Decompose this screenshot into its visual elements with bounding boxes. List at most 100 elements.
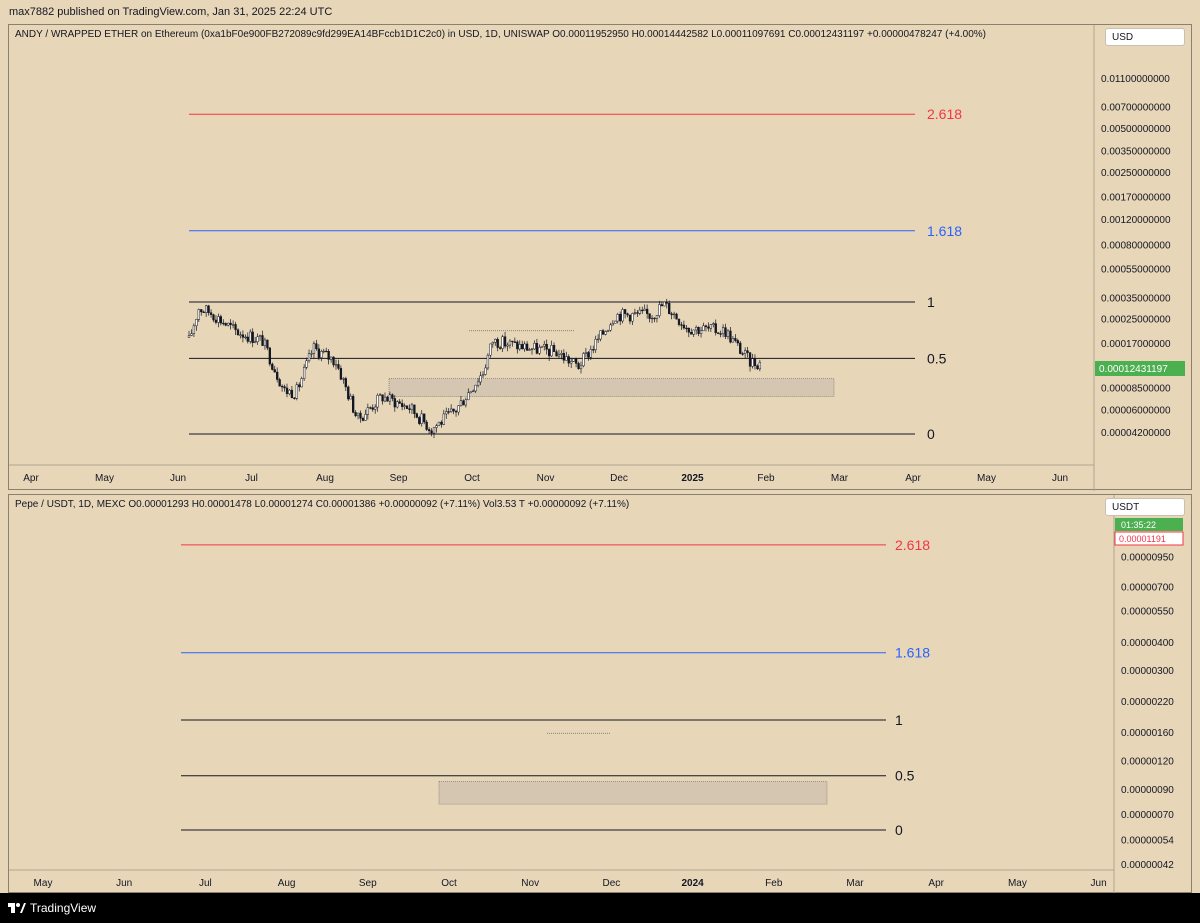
candle-body bbox=[582, 353, 585, 367]
candle-body bbox=[307, 353, 311, 362]
y-tick-label: 0.00017000000 bbox=[1101, 339, 1171, 350]
candle-body bbox=[704, 325, 708, 328]
candle-body bbox=[462, 400, 465, 406]
candle-body bbox=[371, 407, 374, 410]
candle-body bbox=[550, 345, 553, 357]
candle-body bbox=[721, 327, 725, 334]
candle-body bbox=[631, 313, 634, 322]
candle-body bbox=[205, 305, 208, 313]
y-tick-label: 0.00000120 bbox=[1121, 757, 1174, 768]
y-tick-label: 0.01100000000 bbox=[1101, 74, 1170, 85]
candle-body bbox=[354, 412, 357, 417]
candle-body bbox=[315, 343, 318, 350]
candle-body bbox=[239, 334, 242, 336]
y-tick-label: 0.00000220 bbox=[1121, 697, 1174, 708]
candle-body bbox=[327, 350, 330, 360]
fib-level-label: 0 bbox=[927, 426, 935, 442]
y-tick-label: 0.00250000000 bbox=[1101, 168, 1171, 179]
candle-body bbox=[459, 400, 463, 406]
candle-body bbox=[484, 367, 487, 375]
candle-body bbox=[423, 413, 426, 423]
candle-body bbox=[391, 394, 394, 399]
candle-body bbox=[476, 381, 480, 386]
candle-body bbox=[506, 344, 509, 347]
candle-body bbox=[597, 338, 600, 341]
candle-body bbox=[604, 331, 607, 335]
candle-body bbox=[516, 341, 519, 350]
andy-chart-panel[interactable]: 2.618 1.618 1 0.5 0 0.01100000000 0.007000000… bbox=[8, 24, 1193, 491]
candle-body bbox=[672, 313, 676, 316]
candle-body bbox=[746, 350, 749, 353]
candle-body bbox=[486, 354, 490, 369]
candle-body bbox=[224, 323, 227, 326]
candle-body bbox=[572, 358, 575, 362]
candle-body bbox=[707, 326, 710, 329]
candle-body bbox=[616, 314, 619, 322]
candle-body bbox=[261, 335, 264, 346]
candle-body bbox=[229, 322, 232, 325]
candle-body bbox=[606, 329, 610, 332]
candle-body bbox=[736, 340, 739, 344]
andy-chart-svg[interactable]: 2.618 1.618 1 0.5 0 0.01100000000 0.007000000… bbox=[9, 25, 1193, 491]
candle-body bbox=[361, 417, 365, 421]
candle-body bbox=[195, 319, 198, 327]
candle-body bbox=[479, 375, 482, 383]
support-zone[interactable] bbox=[388, 378, 835, 397]
x-tick-label: Jun bbox=[170, 473, 186, 484]
candle-body bbox=[312, 343, 316, 354]
candle-body bbox=[592, 349, 595, 351]
candle-body bbox=[587, 352, 590, 358]
x-tick-label: May bbox=[977, 473, 996, 484]
candle-body bbox=[621, 309, 624, 322]
fib-level-label: 2.618 bbox=[927, 106, 962, 122]
candle-body bbox=[619, 314, 622, 322]
candle-body bbox=[298, 384, 301, 388]
candle-body bbox=[347, 386, 350, 400]
x-tick-label: Dec bbox=[610, 473, 628, 484]
candle-body bbox=[682, 324, 686, 329]
x-tick-label: Sep bbox=[359, 878, 377, 889]
candle-body bbox=[352, 395, 355, 413]
x-tick-label: Apr bbox=[905, 473, 921, 484]
candle-body bbox=[256, 336, 259, 342]
y-tick-label: 0.00000070 bbox=[1121, 810, 1174, 821]
candle-body bbox=[364, 414, 367, 421]
fib-level-label: 0.5 bbox=[927, 350, 947, 366]
candle-body bbox=[356, 412, 360, 417]
pepe-chart-svg[interactable]: 2.618 1.618 1 0.5 0 0.00000950 0.00000700 0.00… bbox=[9, 495, 1193, 894]
y-tick-label: 0.00080000000 bbox=[1101, 241, 1171, 252]
pepe-chart-panel[interactable]: 2.618 1.618 1 0.5 0 0.00000950 0.00000700 0.00… bbox=[8, 494, 1193, 894]
candle-body bbox=[273, 369, 276, 373]
x-tick-label: Nov bbox=[521, 878, 539, 889]
candle-body bbox=[244, 336, 247, 339]
x-tick-label: Jun bbox=[116, 878, 132, 889]
y-tick-label: 0.00008500000 bbox=[1101, 383, 1171, 394]
candle-body bbox=[702, 325, 705, 331]
y-tick-label: 0.00000550 bbox=[1121, 606, 1174, 617]
fib-level-label: 1 bbox=[895, 712, 903, 728]
candle-body bbox=[408, 408, 411, 410]
candle-body bbox=[266, 339, 269, 349]
support-zone[interactable] bbox=[438, 781, 828, 805]
candle-body bbox=[263, 339, 267, 346]
x-tick-label: Oct bbox=[441, 878, 457, 889]
andy-legend: ANDY / WRAPPED ETHER on Ethereum (0xa1bF… bbox=[15, 29, 987, 40]
y-tick-label: 0.00350000000 bbox=[1101, 147, 1171, 158]
candle-body bbox=[310, 353, 313, 355]
x-tick-label: Feb bbox=[757, 473, 775, 484]
candle-body bbox=[584, 352, 588, 354]
candle-body bbox=[234, 324, 237, 331]
candle-body bbox=[329, 356, 333, 360]
candle-body bbox=[393, 398, 396, 408]
candle-body bbox=[643, 308, 646, 311]
candle-body bbox=[445, 411, 448, 415]
candle-body bbox=[288, 389, 291, 395]
candle-body bbox=[378, 394, 382, 396]
candle-body bbox=[513, 341, 517, 343]
candle-body bbox=[523, 343, 526, 350]
candle-body bbox=[344, 378, 347, 388]
candle-body bbox=[320, 351, 323, 358]
candle-body bbox=[420, 413, 423, 424]
currency-selector[interactable]: USD bbox=[1105, 28, 1185, 46]
currency-selector[interactable]: USDT bbox=[1105, 498, 1185, 516]
